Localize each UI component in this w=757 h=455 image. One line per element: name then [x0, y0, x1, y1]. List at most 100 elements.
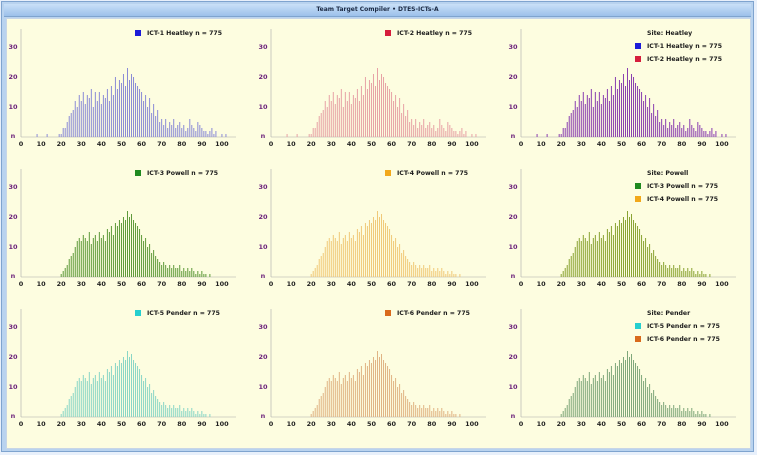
- bar: [675, 128, 677, 137]
- bar: [60, 134, 62, 137]
- panel-site-title: Site: Pender: [647, 310, 691, 317]
- bar: [98, 92, 100, 137]
- bar: [147, 387, 149, 417]
- x-tick-label: 0: [519, 280, 524, 288]
- bar: [114, 363, 116, 417]
- bar: [332, 375, 334, 417]
- y-tick-label: 30: [508, 43, 518, 51]
- bar: [427, 125, 429, 137]
- bar: [336, 95, 338, 137]
- bar: [66, 122, 68, 137]
- bar: [445, 274, 447, 277]
- bar: [149, 384, 151, 417]
- bar: [447, 122, 449, 137]
- bar: [631, 354, 633, 417]
- bar: [381, 74, 383, 137]
- bar: [681, 128, 683, 137]
- bar: [350, 378, 352, 417]
- bar: [60, 414, 62, 417]
- bar: [395, 378, 397, 417]
- bar: [647, 387, 649, 417]
- x-tick-label: 40: [597, 420, 607, 428]
- bar: [116, 226, 118, 277]
- bar: [155, 256, 157, 277]
- bar: [362, 375, 364, 417]
- bar: [475, 134, 477, 137]
- bar: [191, 268, 193, 277]
- bar: [320, 256, 322, 277]
- bar: [312, 411, 314, 417]
- bar: [647, 247, 649, 277]
- bar: [332, 235, 334, 277]
- bar: [429, 122, 431, 137]
- bar: [62, 411, 64, 417]
- bar: [465, 131, 467, 137]
- bar: [645, 238, 647, 277]
- bar: [179, 265, 181, 277]
- bar: [389, 89, 391, 137]
- bar: [431, 128, 433, 137]
- bar: [600, 238, 602, 277]
- bar: [352, 235, 354, 277]
- bar: [687, 128, 689, 137]
- bar: [68, 116, 70, 137]
- bar: [157, 110, 159, 137]
- x-tick-label: 40: [347, 280, 357, 288]
- bar: [437, 128, 439, 137]
- bar: [679, 405, 681, 417]
- y-tick-label: 20: [508, 353, 518, 361]
- bar: [459, 131, 461, 137]
- bar: [88, 232, 90, 277]
- bar: [161, 119, 163, 137]
- bar: [197, 122, 199, 137]
- x-tick-label: 100: [465, 420, 479, 428]
- bar: [133, 360, 135, 417]
- x-tick-label: 0: [269, 140, 274, 148]
- bar: [598, 92, 600, 137]
- bar: [578, 95, 580, 137]
- bar: [675, 408, 677, 417]
- bar: [461, 128, 463, 137]
- x-tick-label: 50: [617, 280, 627, 288]
- legend-entry: ICT-3 Powell n = 775: [147, 170, 218, 177]
- y-tick-label: 10: [508, 383, 518, 391]
- bar: [620, 83, 622, 137]
- panel-site-title: Site: Powell: [647, 170, 688, 177]
- bar: [72, 393, 74, 417]
- bar: [691, 125, 693, 137]
- bar: [393, 101, 395, 137]
- bar: [614, 223, 616, 277]
- x-tick-label: 0: [19, 420, 24, 428]
- bar: [96, 241, 98, 277]
- bar: [661, 265, 663, 277]
- legend-swatch: [385, 310, 391, 316]
- bar: [391, 235, 393, 277]
- bar: [356, 89, 358, 137]
- bar: [667, 128, 669, 137]
- bar: [324, 387, 326, 417]
- bar: [624, 360, 626, 417]
- bar: [334, 238, 336, 277]
- bar: [691, 268, 693, 277]
- bar: [677, 125, 679, 137]
- bar: [114, 223, 116, 277]
- bar: [197, 411, 199, 417]
- x-tick-label: 50: [367, 280, 377, 288]
- bar: [387, 226, 389, 277]
- bar: [193, 271, 195, 277]
- bar: [435, 411, 437, 417]
- bar: [185, 271, 187, 277]
- bar: [695, 414, 697, 417]
- bar: [459, 414, 461, 417]
- bar: [203, 131, 205, 137]
- x-tick-label: 100: [715, 140, 729, 148]
- bar: [629, 217, 630, 277]
- bar: [308, 134, 310, 137]
- y-tick-label: 20: [258, 73, 268, 81]
- bar: [201, 128, 203, 137]
- bar: [677, 268, 679, 277]
- bar: [157, 399, 159, 417]
- bar: [645, 95, 647, 137]
- bar: [403, 104, 405, 137]
- bar: [399, 244, 401, 277]
